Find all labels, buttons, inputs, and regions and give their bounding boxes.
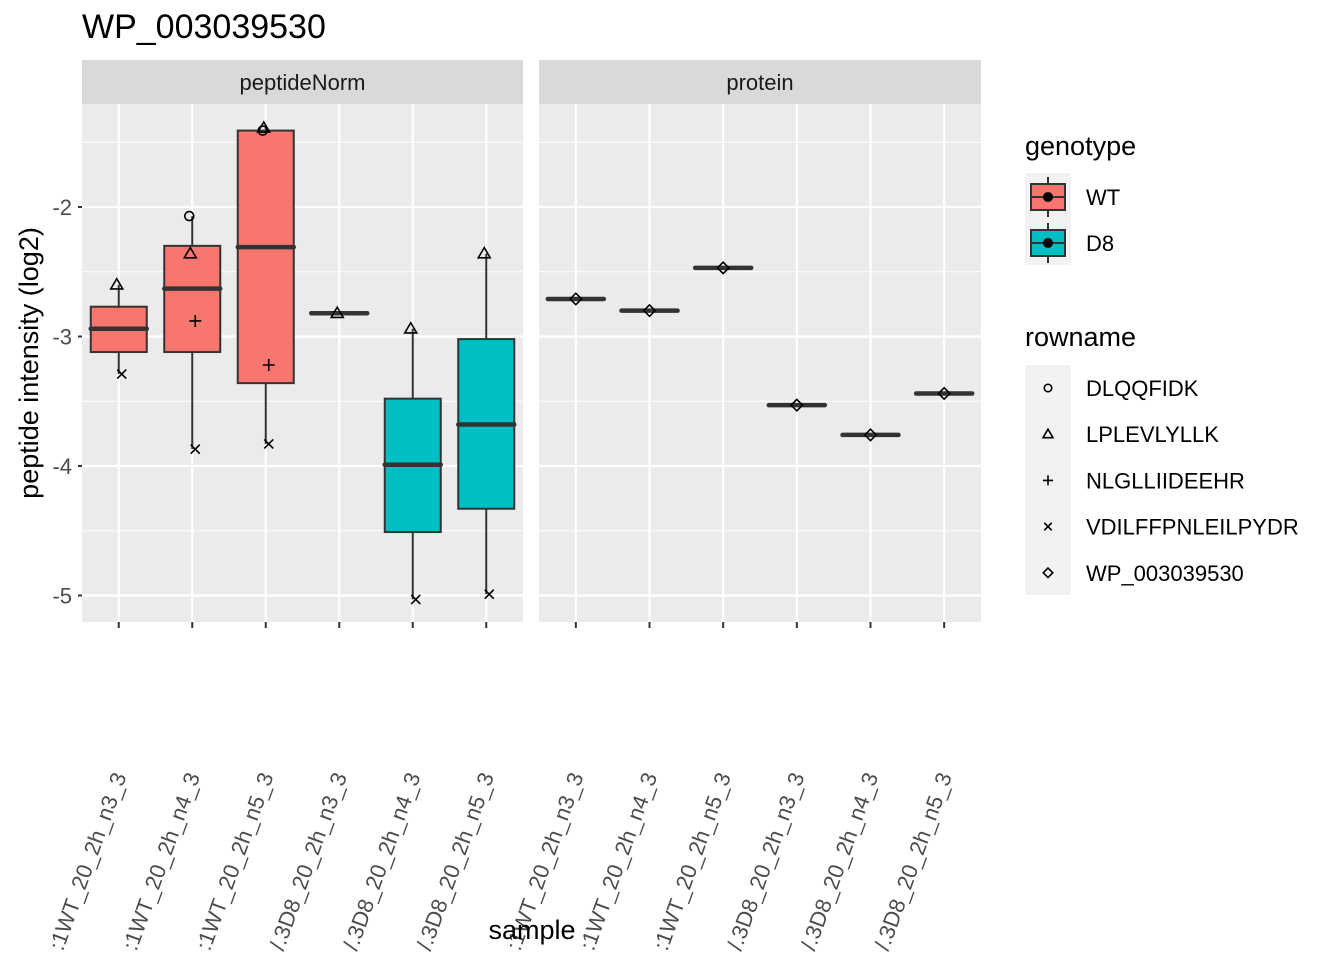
- point-diamond: [716, 261, 730, 275]
- x-tick-label: /.3D8_20_2h_n4_3: [796, 769, 884, 953]
- legend-label: VDILFFPNLEILPYDR: [1086, 515, 1299, 540]
- point-triangle: [182, 246, 198, 259]
- x-axis-title: sample: [488, 915, 575, 945]
- cross-icon: [1043, 522, 1053, 531]
- point-cross: [410, 594, 421, 605]
- x-tick-label: /.3D8_20_2h_n3_3: [722, 769, 810, 953]
- diamond-icon: [1042, 566, 1054, 579]
- legend-key-cross: VDILFFPNLEILPYDR: [1043, 515, 1299, 540]
- box-wt: [162, 216, 223, 450]
- legend-key-wt: WT: [1030, 177, 1120, 217]
- point-cross: [263, 438, 274, 450]
- legend-key-triangle: LPLEVLYLLK: [1041, 422, 1219, 447]
- facet-protein: protein :1WT_20_2h_n3_3:1WT_20_2h_n4_3:1…: [501, 60, 981, 954]
- legend-key-diamond: WP_003039530: [1042, 561, 1244, 586]
- boxplot-marks: [545, 265, 975, 438]
- legend-key-circle: DLQQFIDK: [1043, 376, 1199, 401]
- point-diamond: [642, 303, 657, 318]
- point-triangle: [403, 321, 419, 334]
- x-axis-ticks: :1WT_20_2h_n3_3:1WT_20_2h_n4_3:1WT_20_2h…: [44, 622, 499, 954]
- legend-key-d8: D8: [1030, 223, 1114, 263]
- legend-label: WP_003039530: [1086, 561, 1244, 586]
- box-iqr: [236, 129, 295, 385]
- x-tick-label: :1WT_20_2h_n4_3: [117, 769, 204, 953]
- y-tick-label: -5: [52, 584, 72, 609]
- facet-strip: [539, 60, 981, 104]
- panel-background: [82, 104, 523, 622]
- point-marks: [569, 261, 951, 442]
- facet-peptidenorm: peptideNorm :1WT_20_2h_n3_3:1WT_20_2h_n4…: [44, 60, 523, 954]
- legend-key-plus: NLGLLIIDEEHR: [1043, 468, 1245, 493]
- panel-background: [539, 104, 981, 622]
- box-wt: [235, 128, 296, 444]
- facet-strip-label: peptideNorm: [240, 70, 366, 95]
- legend-title: rowname: [1025, 322, 1136, 352]
- legend-point: [1043, 192, 1053, 202]
- x-tick-label: /.3D8_20_2h_n3_3: [264, 769, 352, 953]
- x-tick-label: :1WT_20_2h_n4_3: [575, 769, 662, 953]
- legend-title: genotype: [1025, 131, 1136, 161]
- point-triangle: [476, 246, 492, 259]
- legend-label: DLQQFIDK: [1086, 376, 1199, 401]
- point-cross: [484, 589, 495, 600]
- point-diamond: [569, 292, 583, 306]
- point-cross: [190, 444, 201, 455]
- point-plus: [262, 358, 275, 371]
- point-marks: [109, 120, 495, 605]
- chart-title: WP_003039530: [82, 8, 326, 46]
- boxplot-marks: [88, 128, 517, 600]
- box-d8: [456, 253, 517, 595]
- box-iqr: [163, 244, 222, 354]
- legend-label: WT: [1086, 185, 1120, 210]
- point-circle: [183, 210, 195, 222]
- legend-label: NLGLLIIDEEHR: [1086, 468, 1245, 493]
- point-plus: [189, 314, 202, 327]
- point-cross: [116, 368, 127, 380]
- y-tick-label: -3: [52, 325, 72, 350]
- point-circle: [257, 125, 269, 136]
- point-diamond: [937, 386, 951, 401]
- x-tick-label: /.3D8_20_2h_n4_3: [338, 769, 426, 953]
- x-axis-ticks: :1WT_20_2h_n3_3:1WT_20_2h_n4_3:1WT_20_2h…: [501, 622, 957, 954]
- box-d8: [382, 328, 443, 600]
- legend-label: LPLEVLYLLK: [1086, 422, 1219, 447]
- facet-strip-label: protein: [726, 70, 793, 95]
- x-tick-label: /.3D8_20_2h_n5_3: [411, 769, 499, 953]
- x-tick-label: :1WT_20_2h_n5_3: [648, 769, 735, 953]
- y-axis: -2 -3 -4 -5: [52, 195, 82, 609]
- facet-strip: [82, 60, 523, 104]
- box-wt: [88, 284, 149, 375]
- x-tick-label: :1WT_20_2h_n5_3: [191, 769, 278, 953]
- gridlines: [539, 104, 981, 622]
- triangle-icon: [1041, 427, 1055, 439]
- y-tick-label: -4: [52, 454, 72, 479]
- legend-rowname: rowname DLQQFIDK LPLEVLYLLK NLGLLIIDEEHR VD…: [1025, 322, 1299, 595]
- plus-icon: [1043, 475, 1053, 486]
- circle-icon: [1043, 383, 1053, 393]
- legend-point: [1043, 238, 1053, 248]
- point-triangle: [329, 305, 345, 319]
- legend-genotype: genotype WT D8: [1025, 131, 1136, 265]
- y-axis-title: peptide intensity (log2): [14, 227, 44, 499]
- legend-label: D8: [1086, 231, 1114, 256]
- x-tick-label: :1WT_20_2h_n3_3: [44, 769, 131, 953]
- point-diamond: [790, 398, 804, 412]
- y-tick-label: -2: [52, 195, 72, 220]
- x-tick-label: /.3D8_20_2h_n5_3: [869, 769, 957, 953]
- point-diamond: [863, 428, 878, 442]
- point-triangle: [109, 277, 125, 290]
